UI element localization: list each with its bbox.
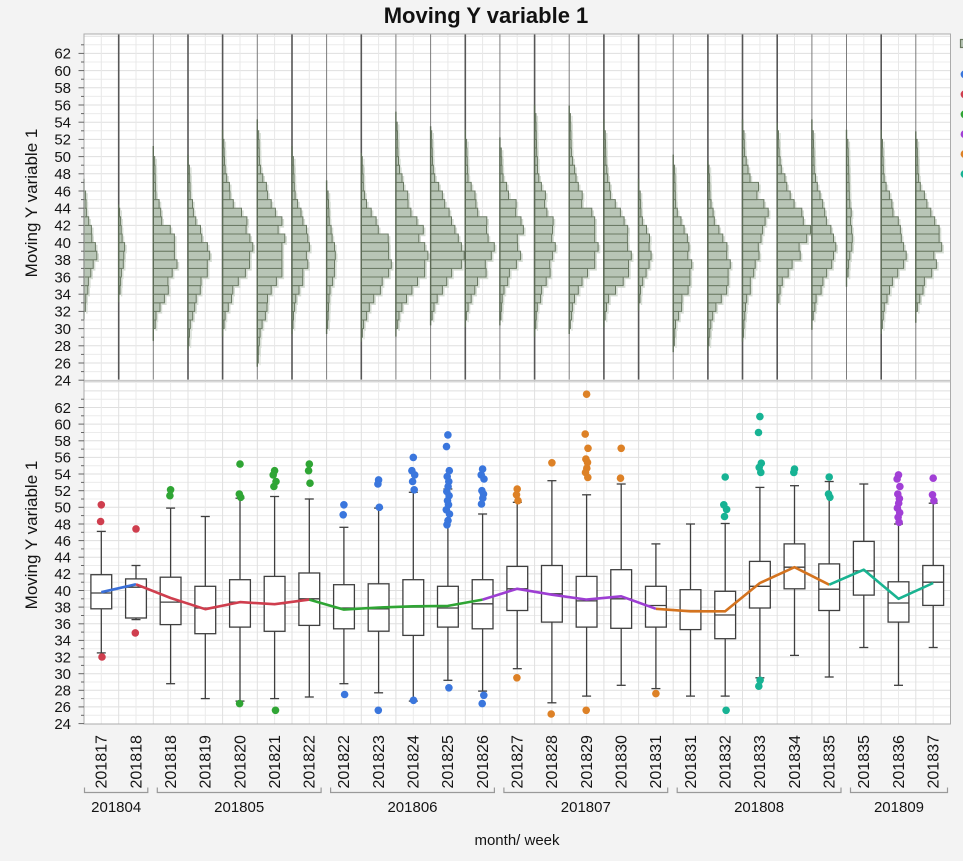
svg-text:201805: 201805 (214, 799, 264, 816)
svg-text:201825: 201825 (440, 735, 457, 788)
svg-text:26: 26 (54, 699, 71, 716)
svg-text:30: 30 (54, 666, 71, 683)
svg-text:201824: 201824 (406, 735, 423, 788)
svg-text:40: 40 (54, 235, 71, 252)
svg-text:201832: 201832 (718, 735, 735, 788)
svg-text:62: 62 (54, 46, 71, 63)
svg-text:52: 52 (54, 132, 71, 149)
svg-text:44: 44 (54, 201, 71, 218)
svg-text:201809: 201809 (874, 799, 924, 816)
svg-text:58: 58 (54, 433, 71, 450)
svg-text:201830: 201830 (614, 735, 631, 788)
svg-text:201826: 201826 (475, 735, 492, 788)
svg-text:201807: 201807 (561, 799, 611, 816)
svg-text:201827: 201827 (510, 735, 527, 788)
svg-text:60: 60 (54, 416, 71, 433)
svg-text:56: 56 (54, 450, 71, 467)
svg-text:201818: 201818 (128, 735, 145, 788)
svg-text:30: 30 (54, 321, 71, 338)
svg-text:201834: 201834 (787, 735, 804, 788)
svg-text:month/ week: month/ week (474, 832, 560, 849)
svg-text:201828: 201828 (544, 735, 561, 788)
svg-text:201818: 201818 (163, 735, 180, 788)
svg-text:201820: 201820 (232, 735, 249, 788)
svg-text:Moving Y variable 1: Moving Y variable 1 (22, 461, 41, 610)
svg-text:201836: 201836 (891, 735, 908, 788)
svg-text:34: 34 (54, 287, 71, 304)
svg-text:201823: 201823 (371, 735, 388, 788)
svg-text:38: 38 (54, 599, 71, 616)
svg-text:201806: 201806 (387, 799, 437, 816)
svg-text:24: 24 (54, 373, 71, 390)
svg-text:44: 44 (54, 550, 71, 567)
svg-text:201822: 201822 (336, 735, 353, 788)
svg-text:201831: 201831 (648, 735, 665, 788)
svg-text:58: 58 (54, 80, 71, 97)
svg-text:42: 42 (54, 566, 71, 583)
svg-text:32: 32 (54, 304, 71, 321)
svg-text:36: 36 (54, 269, 71, 286)
svg-text:201831: 201831 (683, 735, 700, 788)
svg-text:26: 26 (54, 355, 71, 372)
svg-text:24: 24 (54, 716, 71, 733)
svg-text:38: 38 (54, 252, 71, 269)
svg-text:201819: 201819 (198, 735, 215, 788)
svg-text:50: 50 (54, 149, 71, 166)
svg-text:36: 36 (54, 616, 71, 633)
svg-text:201829: 201829 (579, 735, 596, 788)
svg-text:201804: 201804 (91, 799, 141, 816)
svg-text:28: 28 (54, 683, 71, 700)
svg-text:48: 48 (54, 166, 71, 183)
svg-text:201821: 201821 (267, 735, 284, 788)
svg-text:42: 42 (54, 218, 71, 235)
svg-text:48: 48 (54, 516, 71, 533)
svg-text:34: 34 (54, 633, 71, 650)
svg-text:Moving Y variable 1: Moving Y variable 1 (22, 129, 41, 278)
svg-text:46: 46 (54, 533, 71, 550)
svg-text:Moving Y variable 1: Moving Y variable 1 (384, 3, 589, 28)
svg-text:28: 28 (54, 338, 71, 355)
svg-text:201808: 201808 (734, 799, 784, 816)
svg-text:60: 60 (54, 63, 71, 80)
svg-text:50: 50 (54, 500, 71, 517)
svg-text:46: 46 (54, 183, 71, 200)
svg-text:56: 56 (54, 97, 71, 114)
svg-text:40: 40 (54, 583, 71, 600)
svg-text:54: 54 (54, 115, 71, 132)
svg-text:201837: 201837 (926, 735, 943, 788)
svg-text:52: 52 (54, 483, 71, 500)
svg-text:201817: 201817 (94, 735, 111, 788)
svg-text:62: 62 (54, 400, 71, 417)
svg-text:32: 32 (54, 649, 71, 666)
svg-text:201835: 201835 (856, 735, 873, 788)
svg-text:54: 54 (54, 466, 71, 483)
svg-text:201822: 201822 (302, 735, 319, 788)
svg-text:201833: 201833 (752, 735, 769, 788)
svg-text:201835: 201835 (822, 735, 839, 788)
